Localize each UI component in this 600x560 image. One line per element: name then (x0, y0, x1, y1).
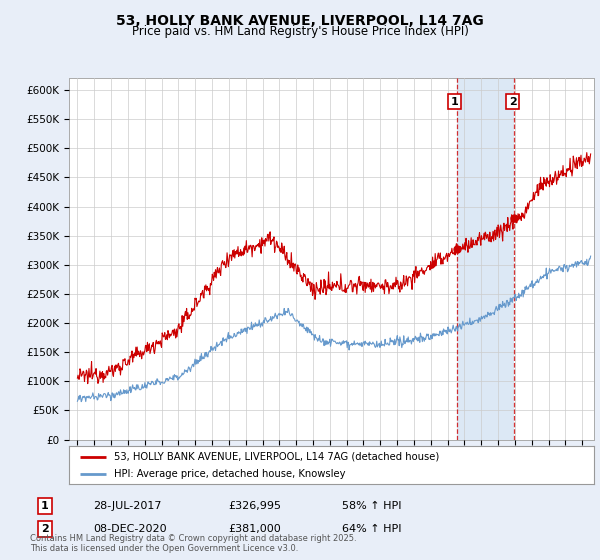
Text: £381,000: £381,000 (228, 524, 281, 534)
Text: 2: 2 (41, 524, 49, 534)
Text: Price paid vs. HM Land Registry's House Price Index (HPI): Price paid vs. HM Land Registry's House … (131, 25, 469, 38)
Text: 58% ↑ HPI: 58% ↑ HPI (342, 501, 401, 511)
Text: 53, HOLLY BANK AVENUE, LIVERPOOL, L14 7AG: 53, HOLLY BANK AVENUE, LIVERPOOL, L14 7A… (116, 14, 484, 28)
Text: 64% ↑ HPI: 64% ↑ HPI (342, 524, 401, 534)
Text: 08-DEC-2020: 08-DEC-2020 (93, 524, 167, 534)
Text: 1: 1 (451, 97, 458, 106)
Text: HPI: Average price, detached house, Knowsley: HPI: Average price, detached house, Know… (113, 469, 345, 479)
Text: 53, HOLLY BANK AVENUE, LIVERPOOL, L14 7AG (detached house): 53, HOLLY BANK AVENUE, LIVERPOOL, L14 7A… (113, 451, 439, 461)
Bar (457, 78, 514, 440)
Text: 28-JUL-2017: 28-JUL-2017 (93, 501, 161, 511)
Text: 2: 2 (509, 97, 517, 106)
Text: Contains HM Land Registry data © Crown copyright and database right 2025.
This d: Contains HM Land Registry data © Crown c… (30, 534, 356, 553)
Text: 1: 1 (41, 501, 49, 511)
Text: £326,995: £326,995 (228, 501, 281, 511)
